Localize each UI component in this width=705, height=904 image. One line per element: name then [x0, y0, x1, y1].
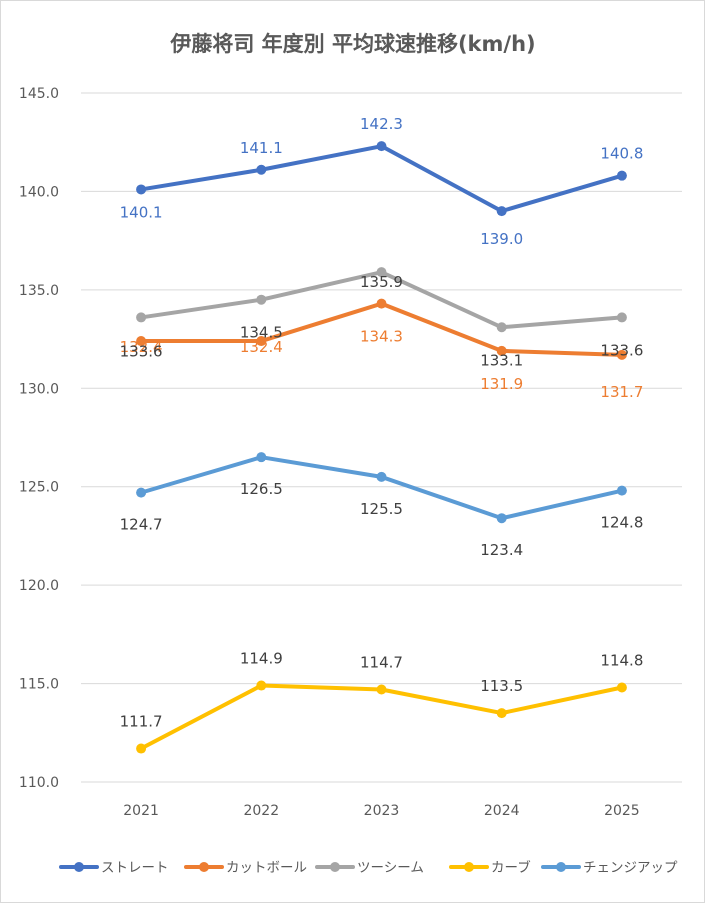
- y-tick-label: 135.0: [19, 283, 59, 299]
- data-label: 133.6: [600, 341, 643, 359]
- data-point: [256, 452, 267, 463]
- x-axis-ticks: 2021 2022 2023 2024 2025: [123, 803, 639, 819]
- data-point: [376, 267, 387, 278]
- legend-entry: カーブ: [491, 859, 531, 876]
- data-label: 135.9: [360, 273, 403, 291]
- y-tick-label: 110.0: [19, 775, 59, 791]
- data-point: [376, 471, 387, 482]
- series-line: [139, 683, 624, 751]
- data-label: 140.1: [120, 203, 163, 221]
- data-point: [616, 349, 627, 360]
- data-point: [376, 684, 387, 695]
- data-label: 141.1: [240, 139, 283, 157]
- data-point: [136, 312, 147, 323]
- data-point: [256, 336, 267, 347]
- data-label: 126.5: [240, 480, 283, 498]
- data-point: [256, 164, 267, 175]
- data-point: [496, 345, 507, 356]
- legend-entry: チェンジアップ: [583, 860, 678, 876]
- legend: ストレート カットボール ツーシーム カーブ チェンジアップ: [59, 859, 678, 876]
- data-label: 113.5: [480, 677, 523, 695]
- data-label: 131.7: [600, 383, 643, 401]
- gridlines: [81, 92, 682, 783]
- y-tick-label: 145.0: [19, 86, 59, 102]
- data-label: 114.9: [240, 650, 283, 668]
- data-point: [496, 708, 507, 719]
- data-label: 114.8: [600, 652, 643, 670]
- data-point: [136, 487, 147, 498]
- legend-swatch-marker: [330, 862, 340, 872]
- data-label: 140.8: [600, 145, 643, 163]
- data-point: [136, 184, 147, 195]
- data-label: 139.0: [480, 230, 523, 248]
- series-line: [139, 144, 624, 214]
- data-point: [376, 141, 387, 152]
- data-point: [136, 743, 147, 754]
- y-tick-label: 125.0: [19, 480, 59, 496]
- data-label: 134.3: [360, 328, 403, 346]
- data-label: 134.5: [240, 324, 283, 342]
- data-point: [616, 485, 627, 496]
- y-tick-label: 120.0: [19, 578, 59, 594]
- legend-entry: ストレート: [101, 860, 169, 876]
- legend-swatch-marker: [199, 862, 209, 872]
- data-point: [496, 322, 507, 333]
- y-tick-label: 140.0: [19, 184, 59, 200]
- data-point: [616, 312, 627, 323]
- data-label: 111.7: [120, 713, 163, 731]
- x-tick-label: 2022: [243, 803, 279, 819]
- data-label: 114.7: [360, 653, 403, 671]
- y-tick-label: 130.0: [19, 381, 59, 397]
- legend-swatch-marker: [464, 862, 474, 872]
- x-tick-label: 2025: [604, 803, 640, 819]
- y-tick-label: 115.0: [19, 677, 59, 693]
- data-label: 132.4: [120, 338, 163, 356]
- data-point: [256, 294, 267, 305]
- data-point: [136, 336, 147, 347]
- y-axis-ticks: 110.0 115.0 120.0 125.0 130.0 135.0 140.0 145.0: [19, 86, 59, 791]
- data-label: 133.6: [120, 342, 163, 360]
- data-point: [496, 513, 507, 524]
- data-point: [376, 298, 387, 309]
- data-label: 132.4: [240, 338, 283, 356]
- legend-entry: カットボール: [226, 860, 307, 876]
- data-point: [616, 682, 627, 693]
- data-label: 142.3: [360, 115, 403, 133]
- data-point: [256, 680, 267, 691]
- data-label: 125.5: [360, 500, 403, 518]
- legend-swatch-marker: [74, 862, 84, 872]
- data-label: 124.8: [600, 514, 643, 532]
- chart-title: 伊藤将司 年度別 平均球速推移(km/h): [169, 32, 535, 56]
- data-labels: 140.1 141.1 142.3 139.0 140.8 132.4 132.4 134.3…: [120, 115, 644, 730]
- data-label: 124.7: [120, 516, 163, 534]
- x-tick-label: 2021: [123, 803, 159, 819]
- data-label: 133.1: [480, 351, 523, 369]
- x-tick-label: 2024: [484, 803, 520, 819]
- data-point: [616, 170, 627, 181]
- data-point: [496, 206, 507, 217]
- legend-entry: ツーシーム: [357, 860, 424, 876]
- data-label: 131.9: [480, 375, 523, 393]
- legend-swatch-marker: [556, 862, 566, 872]
- data-label: 123.4: [480, 541, 523, 559]
- series-lines: [136, 141, 627, 754]
- x-tick-label: 2023: [364, 803, 400, 819]
